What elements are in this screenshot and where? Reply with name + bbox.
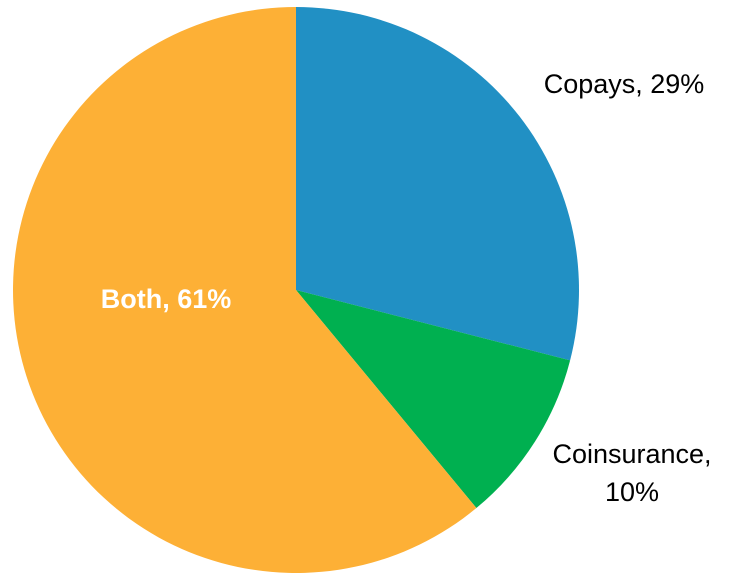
slices-layer [13, 7, 580, 573]
labels-layer: Copays, 29% Coinsurance, 10% Both, 61% [101, 69, 712, 507]
pie-slice-0 [296, 7, 580, 361]
slice-label-1: Coinsurance, 10% [552, 439, 711, 507]
slice-label-1-line-0: Coinsurance, [552, 439, 711, 469]
slice-label-0: Copays, 29% [544, 69, 705, 99]
slice-label-2-line-0: Both, 61% [101, 284, 232, 314]
pie-slice-2 [13, 7, 477, 573]
pie-slice-1 [296, 290, 571, 509]
slice-label-2: Both, 61% [101, 284, 232, 314]
slice-label-0-line-0: Copays, 29% [544, 69, 705, 99]
slice-label-1-line-1: 10% [605, 477, 659, 507]
